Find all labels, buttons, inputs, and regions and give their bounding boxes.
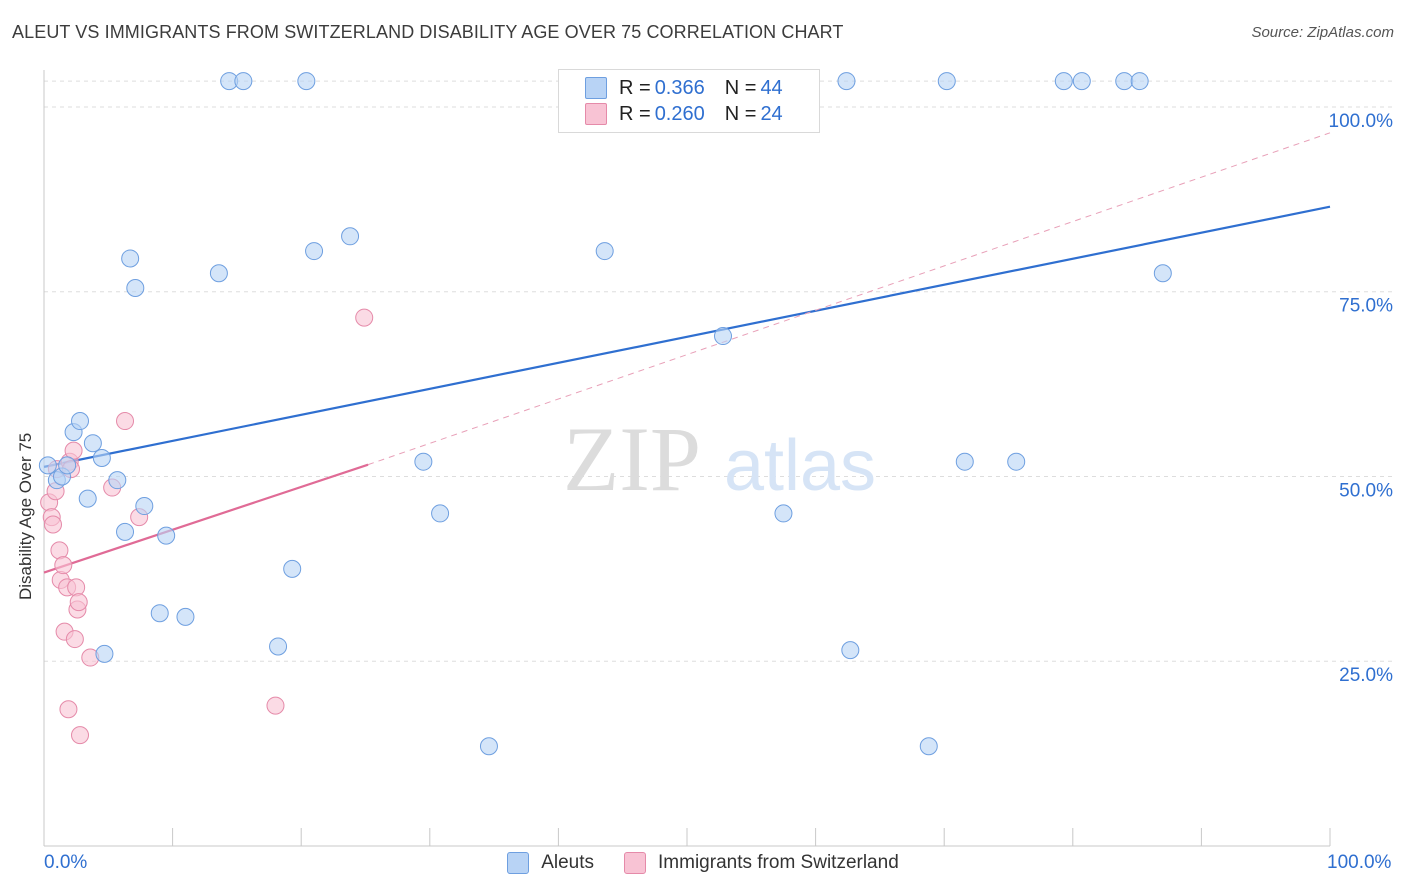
series-immigrants-points (40, 308, 374, 745)
data-point-aleuts (150, 604, 169, 623)
data-point-immigrants (44, 515, 63, 534)
trend-line-aleuts (43, 205, 1331, 468)
aleuts-legend-swatch (507, 852, 530, 874)
data-point-immigrants (116, 412, 135, 431)
data-point-aleuts (841, 641, 860, 660)
r-label: R = (619, 102, 651, 125)
series-legend: Aleuts Immigrants from Switzerland (0, 852, 1406, 874)
data-point-aleuts (774, 504, 793, 523)
data-point-aleuts (1115, 72, 1134, 91)
source-credit: Source: ZipAtlas.com (1251, 24, 1394, 41)
y-tick-label: 100.0% (1329, 111, 1394, 132)
data-point-aleuts (837, 72, 856, 91)
stats-legend-row-aleuts: R = 0.366 N = 44 (585, 75, 783, 101)
data-point-aleuts (38, 456, 57, 475)
series-aleuts-points (38, 72, 1172, 756)
data-point-aleuts (595, 242, 614, 261)
trend-line-immigrants (43, 463, 369, 574)
data-point-aleuts (71, 412, 90, 431)
data-point-aleuts (283, 559, 302, 578)
data-point-immigrants (71, 726, 90, 745)
data-point-aleuts (121, 249, 140, 268)
data-point-aleuts (83, 434, 102, 453)
watermark-zip: ZIP (563, 408, 701, 510)
data-point-aleuts (414, 452, 433, 471)
stats-legend: R = 0.366 N = 44 R = 0.260 N = 24 (558, 69, 820, 133)
data-point-aleuts (135, 497, 154, 516)
data-point-immigrants (266, 696, 285, 715)
data-point-aleuts (126, 279, 145, 298)
data-point-immigrants (59, 700, 78, 719)
data-point-aleuts (58, 456, 77, 475)
data-point-aleuts (1153, 264, 1172, 283)
data-point-aleuts (108, 471, 127, 490)
data-point-aleuts (78, 489, 97, 508)
data-point-aleuts (1130, 72, 1149, 91)
data-point-immigrants (355, 308, 374, 327)
data-point-aleuts (92, 449, 111, 467)
data-point-aleuts (297, 72, 316, 91)
data-point-immigrants (54, 556, 73, 575)
y-tick-label: 25.0% (1339, 665, 1393, 686)
data-point-aleuts (269, 637, 288, 656)
data-point-aleuts (176, 607, 195, 626)
data-point-aleuts (305, 242, 324, 261)
data-point-aleuts (341, 227, 360, 246)
data-point-aleuts (209, 264, 228, 283)
data-point-aleuts (1072, 72, 1091, 91)
n-label: N = (724, 76, 757, 99)
data-point-immigrants (69, 593, 88, 612)
r-value: 0.366 (654, 76, 705, 99)
n-value: 24 (760, 102, 783, 125)
data-point-aleuts (234, 72, 253, 91)
trend-line-immigrants-extension (367, 132, 1331, 466)
chart-title: ALEUT VS IMMIGRANTS FROM SWITZERLAND DIS… (12, 22, 844, 42)
data-point-aleuts (95, 644, 114, 663)
data-point-aleuts (1054, 72, 1073, 91)
watermark-atlas: atlas (724, 426, 876, 506)
data-point-aleuts (116, 522, 135, 541)
data-point-aleuts (157, 526, 176, 545)
n-value: 44 (760, 76, 783, 99)
data-point-aleuts (919, 737, 938, 756)
aleuts-swatch (585, 77, 607, 99)
trend-lines (43, 132, 1331, 574)
y-axis-label: Disability Age Over 75 (16, 432, 35, 600)
r-value: 0.260 (654, 102, 705, 125)
r-label: R = (619, 76, 651, 99)
data-point-aleuts (431, 504, 450, 523)
legend-item-immigrants[interactable]: Immigrants from Switzerland (624, 852, 899, 874)
x-tick-label-min: 0.0% (44, 852, 88, 873)
stats-legend-row-immigrants: R = 0.260 N = 24 (585, 101, 783, 127)
n-label: N = (724, 102, 757, 125)
legend-label-immigrants: Immigrants from Switzerland (658, 852, 899, 873)
data-point-aleuts (937, 72, 956, 91)
data-point-aleuts (1007, 452, 1026, 471)
data-point-immigrants (67, 578, 86, 597)
y-tick-labels: 25.0% 50.0% 75.0% 100.0% (1329, 111, 1394, 686)
legend-item-aleuts[interactable]: Aleuts (507, 852, 594, 874)
watermark: ZIP atlas (563, 408, 876, 510)
y-tick-label: 50.0% (1339, 480, 1393, 501)
immigrants-swatch (585, 103, 607, 125)
immigrants-legend-swatch (624, 852, 647, 874)
grid-lines (44, 80, 1392, 662)
data-point-immigrants (65, 630, 84, 649)
legend-label-aleuts: Aleuts (541, 852, 595, 873)
data-point-immigrants (50, 541, 69, 560)
y-tick-label: 75.0% (1339, 296, 1393, 317)
data-point-aleuts (479, 737, 498, 756)
data-point-aleuts (955, 452, 974, 471)
data-point-aleuts (714, 327, 733, 346)
x-tick-label-max: 100.0% (1327, 852, 1392, 873)
